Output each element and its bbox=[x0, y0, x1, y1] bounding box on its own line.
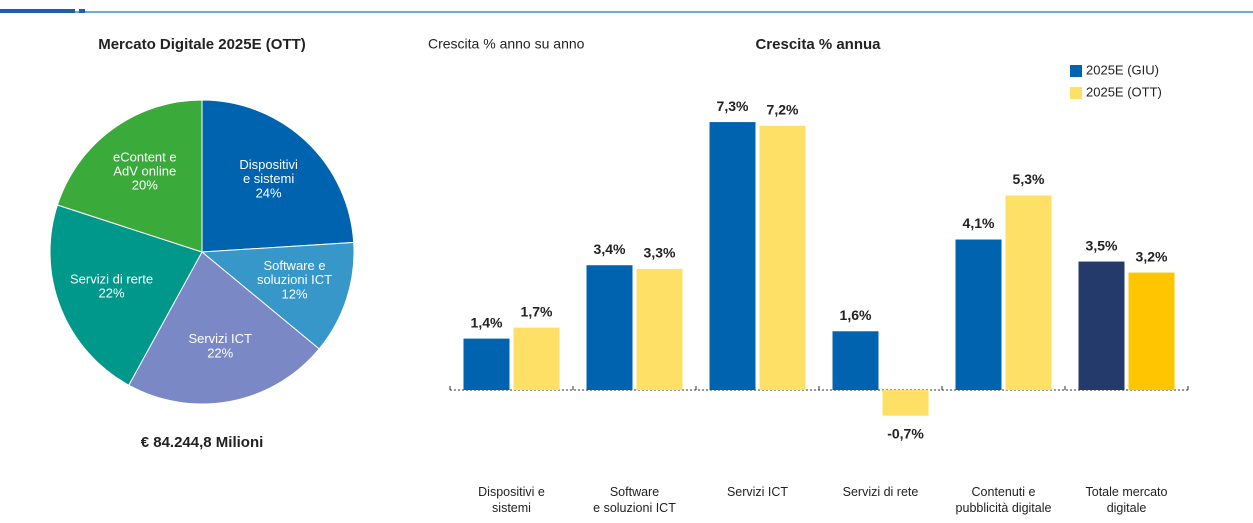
x-tick-label: Servizi di rete bbox=[843, 485, 919, 499]
pie-label: eContent e AdV online bbox=[113, 150, 177, 179]
pie-slice bbox=[200, 241, 355, 350]
pie-title: Mercato Digitale 2025E (OTT) bbox=[98, 36, 306, 53]
x-tick-label-line: Software bbox=[610, 485, 659, 499]
pie-value-label: 24% bbox=[256, 186, 282, 201]
bar bbox=[1078, 261, 1125, 390]
top-rule-accent bbox=[79, 9, 85, 13]
pie-value-label: 12% bbox=[282, 286, 308, 301]
bar bbox=[513, 327, 560, 390]
pie-label-line: AdV online bbox=[113, 164, 176, 179]
x-tick-label-line: digitale bbox=[1107, 501, 1147, 515]
x-tick-label-line: sistemi bbox=[492, 501, 531, 515]
top-rule-accent bbox=[0, 9, 75, 13]
bar bbox=[759, 125, 806, 390]
x-tick-label: Dispositivi e sistemi bbox=[478, 485, 545, 515]
pie-label-line: Servizi ICT bbox=[188, 331, 252, 346]
bar bbox=[463, 338, 510, 390]
bar bbox=[1128, 272, 1175, 390]
bar-value-label: 1,4% bbox=[471, 314, 503, 330]
pie-label-line: Servizi di rerte bbox=[70, 272, 153, 287]
bar-value-label: 4,1% bbox=[963, 215, 995, 231]
pie-label-line: eContent e bbox=[113, 150, 177, 165]
legend-label: 2025E (OTT) bbox=[1086, 84, 1162, 99]
bar-value-label: 3,2% bbox=[1136, 248, 1168, 264]
pie-label: Software e soluzioni ICT bbox=[257, 258, 332, 287]
x-tick-label-line: e soluzioni ICT bbox=[593, 501, 676, 515]
bar bbox=[586, 265, 633, 390]
pie-slice bbox=[49, 204, 203, 386]
pie-label: Servizi ICT bbox=[188, 331, 252, 346]
bar-subtitle: Crescita % anno su anno bbox=[428, 36, 585, 52]
pie-label-line: soluzioni ICT bbox=[257, 272, 332, 287]
pie-footer: € 84.244,8 Milioni bbox=[141, 434, 264, 451]
pie-value-label: 22% bbox=[207, 345, 233, 360]
bar bbox=[636, 268, 683, 390]
x-tick-label: Servizi ICT bbox=[727, 485, 788, 499]
x-tick-label-line: Servizi di rete bbox=[843, 485, 919, 499]
x-tick-label-line: Contenuti e bbox=[972, 485, 1036, 499]
x-tick-label-line: pubblicità digitale bbox=[956, 501, 1052, 515]
pie-label-line: Software e bbox=[263, 258, 325, 273]
bar-value-label: 1,6% bbox=[840, 307, 872, 323]
bar-value-label: 3,5% bbox=[1086, 237, 1118, 253]
pie-slice bbox=[128, 251, 320, 405]
bar bbox=[1005, 195, 1052, 390]
pie-slice bbox=[56, 99, 203, 253]
legend-label: 2025E (GIU) bbox=[1086, 62, 1159, 77]
pie-value-label: 20% bbox=[132, 178, 158, 193]
pie-label-line: Dispositivi bbox=[239, 158, 298, 173]
legend-swatch bbox=[1070, 87, 1082, 99]
bar-value-label: 7,2% bbox=[767, 101, 799, 117]
x-tick-label-line: Servizi ICT bbox=[727, 485, 788, 499]
pie-label: Dispositivi e sistemi bbox=[239, 158, 298, 187]
bar-value-label: 3,3% bbox=[644, 245, 676, 261]
x-tick-label: Software e soluzioni ICT bbox=[593, 485, 676, 515]
bar-value-label: -0,7% bbox=[887, 425, 924, 441]
pie-label-line: e sistemi bbox=[243, 172, 294, 187]
bar-title: Crescita % annua bbox=[755, 36, 881, 53]
bar bbox=[832, 331, 879, 390]
bar bbox=[709, 122, 756, 390]
x-tick-label: Contenuti e pubblicità digitale bbox=[956, 485, 1052, 515]
bar-value-label: 3,4% bbox=[594, 241, 626, 257]
pie-value-label: 22% bbox=[99, 286, 125, 301]
bar-value-label: 5,3% bbox=[1013, 171, 1045, 187]
pie-label: Servizi di rerte bbox=[70, 272, 153, 287]
pie-slice bbox=[201, 99, 355, 253]
bar bbox=[882, 390, 929, 416]
x-tick-label: Totale mercato digitale bbox=[1086, 485, 1168, 515]
bar bbox=[955, 239, 1002, 390]
x-tick-label-line: Totale mercato bbox=[1086, 485, 1168, 499]
x-tick-label-line: Dispositivi e bbox=[478, 485, 545, 499]
legend-swatch bbox=[1070, 65, 1082, 77]
bar-value-label: 1,7% bbox=[521, 303, 553, 319]
bar-value-label: 7,3% bbox=[717, 98, 749, 114]
